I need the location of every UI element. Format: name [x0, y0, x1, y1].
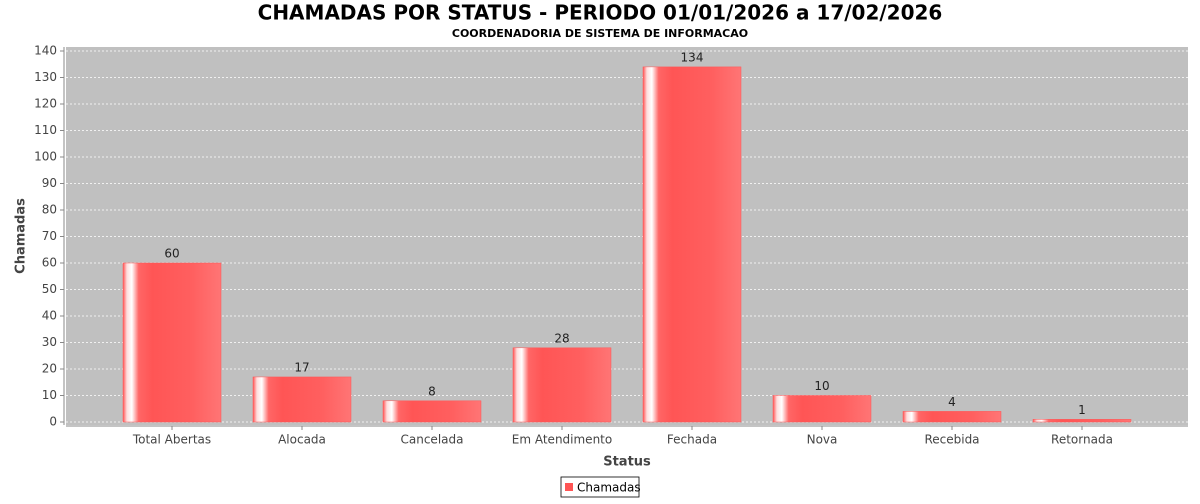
data-label: 60: [164, 247, 179, 261]
bar: [642, 66, 742, 423]
legend-swatch: [565, 483, 573, 491]
x-tick-label: Em Atendimento: [512, 433, 612, 447]
x-tick-label: Total Abertas: [132, 433, 211, 447]
bar: [902, 411, 1002, 423]
x-tick-label: Nova: [807, 433, 838, 447]
y-tick-label: 140: [34, 44, 57, 58]
y-tick-label: 110: [34, 123, 57, 137]
x-tick-label: Fechada: [667, 433, 717, 447]
y-tick-label: 80: [42, 203, 57, 217]
bar: [252, 376, 352, 423]
y-tick-label: 0: [49, 415, 57, 429]
x-tick-label: Recebida: [924, 433, 979, 447]
bar: [122, 262, 222, 423]
y-tick-label: 100: [34, 150, 57, 164]
bar: [1032, 419, 1132, 423]
y-tick-label: 120: [34, 97, 57, 111]
bar: [772, 395, 872, 423]
data-label: 4: [948, 395, 956, 409]
y-axis-title: Chamadas: [14, 198, 29, 274]
data-label: 1: [1078, 403, 1086, 417]
chart-subtitle: COORDENADORIA DE SISTEMA DE INFORMACAO: [452, 27, 748, 40]
y-tick-label: 50: [42, 282, 57, 296]
x-axis-title: Status: [603, 455, 651, 470]
x-tick-label: Alocada: [278, 433, 326, 447]
y-tick-label: 10: [42, 388, 57, 402]
data-label: 134: [681, 50, 704, 64]
y-tick-label: 60: [42, 256, 57, 270]
y-tick-label: 70: [42, 229, 57, 243]
data-label: 10: [814, 379, 829, 393]
bar: [382, 400, 482, 423]
x-tick-label: Cancelada: [401, 433, 464, 447]
bar: [512, 347, 612, 423]
data-label: 17: [294, 360, 309, 374]
y-tick-label: 20: [42, 362, 57, 376]
legend-label: Chamadas: [577, 481, 641, 495]
plot-background: [66, 47, 1188, 425]
x-tick-label: Retornada: [1051, 433, 1113, 447]
y-tick-label: 130: [34, 70, 57, 84]
data-label: 28: [554, 331, 569, 345]
y-tick-label: 30: [42, 335, 57, 349]
y-tick-label: 40: [42, 309, 57, 323]
chart-title: CHAMADAS POR STATUS - PERIODO 01/01/2026…: [258, 1, 943, 25]
legend-box: [560, 476, 640, 498]
y-tick-label: 90: [42, 176, 57, 190]
data-label: 8: [428, 384, 436, 398]
